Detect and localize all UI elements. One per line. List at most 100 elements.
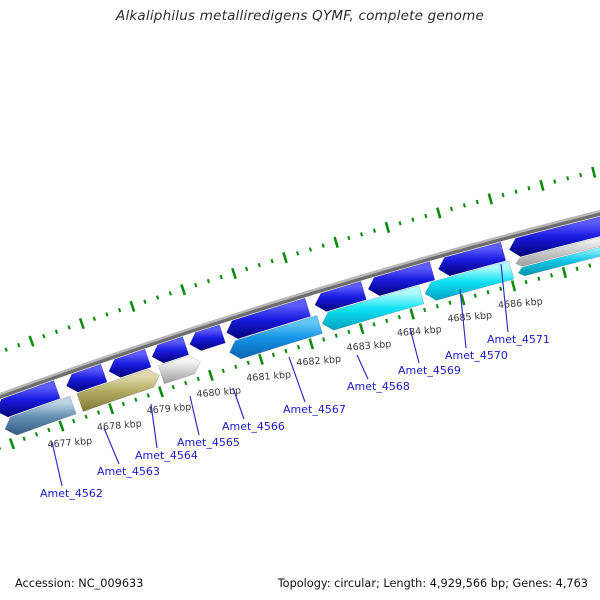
ruler-major-tick: [409, 308, 415, 320]
ruler-major-tick: [384, 221, 391, 234]
ruler-minor-tick: [524, 279, 528, 285]
kbp-label: 4684 kbp: [397, 324, 443, 339]
ruler-minor-tick: [117, 307, 122, 313]
kbp-label: 4683 kbp: [346, 339, 392, 354]
status-bar: Accession: NC_009633 Topology: circular;…: [0, 577, 600, 590]
gene-arrow[interactable]: [321, 285, 425, 331]
ruler-major-tick: [231, 267, 237, 280]
ruler-major-tick: [180, 284, 187, 296]
ruler-minor-tick: [196, 376, 200, 382]
ruler-minor-tick: [284, 348, 288, 354]
ruler-minor-tick: [514, 189, 518, 194]
gene-arrow[interactable]: [189, 324, 226, 351]
gene-arrow[interactable]: [367, 261, 436, 297]
ruler-minor-tick: [398, 221, 402, 226]
leader-line: [103, 427, 120, 465]
ruler-minor-tick: [54, 329, 59, 335]
kbp-label: 4680 kbp: [196, 385, 242, 400]
gene-arrow[interactable]: [438, 241, 506, 277]
gene-label[interactable]: Amet_4567: [283, 403, 346, 416]
ruler-minor-tick: [219, 274, 223, 280]
ruler-major-tick: [510, 280, 517, 292]
ruler-minor-tick: [475, 199, 479, 205]
ruler-minor-tick: [360, 232, 364, 237]
backbone-arc: [0, 212, 600, 399]
ruler-minor-tick: [296, 344, 301, 350]
ruler-minor-tick: [347, 329, 351, 335]
ruler-minor-tick: [372, 322, 376, 327]
leader-line: [189, 395, 200, 436]
gene-arrow[interactable]: [515, 234, 600, 267]
ruler-minor-tick: [308, 247, 312, 252]
gene-arrow[interactable]: [4, 395, 77, 436]
gene-label[interactable]: Amet_4570: [445, 349, 508, 362]
ruler-minor-tick: [194, 282, 198, 288]
ruler-minor-tick: [105, 312, 109, 317]
gene-label[interactable]: Amet_4565: [177, 436, 240, 449]
ruler-minor-tick: [270, 258, 274, 264]
ruler-minor-tick: [246, 360, 250, 366]
ruler-minor-tick: [72, 418, 76, 424]
ruler-minor-tick: [296, 251, 300, 256]
ruler-minor-tick: [550, 273, 554, 278]
leader-line: [150, 403, 158, 449]
ruler-minor-tick: [4, 347, 8, 352]
ruler-minor-tick: [334, 333, 338, 338]
ruler-minor-tick: [575, 266, 579, 271]
ruler-minor-tick: [385, 318, 389, 323]
gene-arrow[interactable]: [151, 336, 189, 364]
ruler-minor-tick: [67, 325, 71, 330]
gene-arrow[interactable]: [517, 244, 600, 277]
topology-text: Topology: circular; Length: 4,929,566 bp…: [277, 577, 588, 590]
ruler-minor-tick: [462, 203, 466, 208]
gene-label[interactable]: Amet_4562: [40, 487, 103, 500]
kbp-label: 4682 kbp: [296, 354, 342, 369]
gene-arrow[interactable]: [226, 297, 311, 340]
ruler-minor-tick: [499, 286, 503, 292]
gene-arrow[interactable]: [158, 355, 201, 385]
ruler-minor-tick: [527, 186, 531, 191]
gene-label[interactable]: Amet_4571: [487, 333, 550, 346]
ruler-major-tick: [308, 338, 315, 350]
gene-arrow[interactable]: [0, 380, 61, 418]
ruler-minor-tick: [22, 436, 26, 442]
ruler-major-tick: [591, 166, 597, 178]
ruler-minor-tick: [322, 337, 326, 342]
gene-arrow[interactable]: [509, 215, 600, 257]
ruler-major-tick: [8, 438, 16, 450]
ruler-major-tick: [129, 300, 136, 313]
leader-line: [232, 387, 245, 420]
gene-arrow[interactable]: [229, 315, 323, 360]
gene-arrow[interactable]: [108, 348, 152, 378]
gene-label[interactable]: Amet_4568: [347, 380, 410, 393]
ruler-minor-tick: [537, 276, 541, 281]
ruler-major-tick: [282, 252, 288, 264]
gene-label[interactable]: Amet_4563: [97, 465, 160, 478]
leader-line: [500, 263, 509, 333]
ruler-minor-tick: [424, 213, 428, 219]
leader-line: [409, 327, 420, 364]
ruler-minor-tick: [257, 262, 261, 268]
ruler-minor-tick: [397, 314, 401, 320]
ruler-minor-tick: [579, 172, 583, 178]
kbp-label: 4685 kbp: [447, 310, 493, 325]
kbp-label: 4681 kbp: [246, 369, 292, 384]
ruler-minor-tick: [486, 290, 490, 295]
leader-line: [356, 354, 369, 380]
gene-label[interactable]: Amet_4564: [135, 449, 198, 462]
ruler-minor-tick: [501, 192, 505, 198]
ruler-minor-tick: [449, 206, 454, 212]
ruler-minor-tick: [17, 342, 21, 348]
gene-label[interactable]: Amet_4569: [398, 364, 461, 377]
ruler-minor-tick: [184, 380, 188, 386]
gene-arrow[interactable]: [424, 260, 515, 301]
gene-arrow[interactable]: [314, 281, 367, 312]
gene-label[interactable]: Amet_4566: [222, 420, 285, 433]
ruler-minor-tick: [121, 401, 126, 407]
ruler-minor-tick: [566, 176, 570, 181]
ruler-minor-tick: [34, 432, 39, 437]
gene-arrow[interactable]: [76, 368, 160, 412]
ruler-major-tick: [108, 403, 115, 415]
gene-arrow[interactable]: [66, 363, 108, 393]
